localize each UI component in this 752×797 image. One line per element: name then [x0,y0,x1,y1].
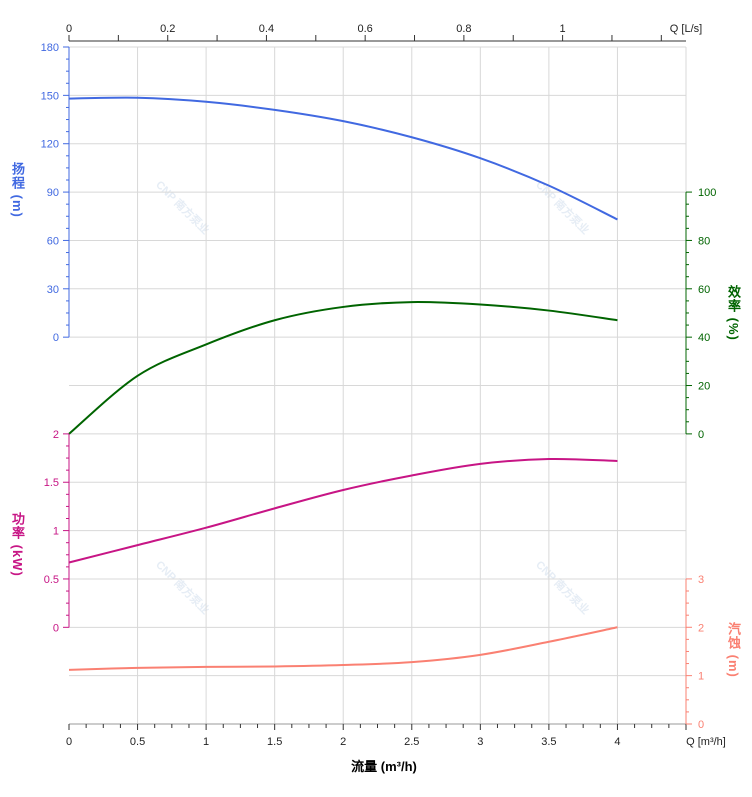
power-axis-title: 功率 (kW) [10,512,25,577]
power-tick-label: 2 [53,429,59,441]
head-tick-label: 30 [47,284,59,296]
power-tick-label: 0.5 [44,574,59,586]
efficiency-tick-label: 40 [698,332,710,344]
efficiency-tick-label: 0 [698,429,704,441]
top-tick-label: 0.4 [259,23,274,35]
x-tick-label: 3 [477,736,483,748]
npsh-tick-label: 1 [698,671,704,683]
efficiency-tick-label: 100 [698,187,716,199]
head-tick-label: 120 [41,139,59,151]
efficiency-tick-label: 20 [698,381,710,393]
efficiency-axis-title: 效率 (%) [726,285,741,341]
top-tick-label: 0.8 [456,23,471,35]
x-tick-label: 4 [614,736,620,748]
head-tick-label: 0 [53,332,59,344]
x-tick-label: 1 [203,736,209,748]
efficiency-curve [68,301,618,435]
x-tick-label: 2.5 [404,736,419,748]
head-tick-label: 90 [47,187,59,199]
x-tick-label: 3.5 [541,736,556,748]
power-curve [68,457,618,564]
head-axis-title: 扬程 (m) [10,162,25,218]
npsh-curve [68,626,618,671]
efficiency-tick-label: 80 [698,235,710,247]
top-unit-label: Q [L/s] [670,23,702,35]
npsh-axis-title: 汽蚀 (m) [726,622,741,678]
x-tick-label: 0.5 [130,736,145,748]
x-tick-label: 2 [340,736,346,748]
npsh-tick-label: 0 [698,719,704,731]
power-tick-label: 1.5 [44,477,59,489]
power-tick-label: 0 [53,622,59,634]
head-tick-label: 180 [41,42,59,54]
top-tick-label: 0 [66,23,72,35]
x-tick-label: 0 [66,736,72,748]
top-tick-label: 0.2 [160,23,175,35]
x-axis-title: 流量 (m³/h) [351,759,417,774]
x-unit-label: Q [m³/h] [686,736,726,748]
watermark: CNP 南方泵业 [153,177,212,236]
npsh-tick-label: 2 [698,622,704,634]
head-tick-label: 150 [41,90,59,102]
npsh-tick-label: 3 [698,574,704,586]
watermark: CNP 南方泵业 [533,557,592,616]
power-tick-label: 1 [53,526,59,538]
watermark: CNP 南方泵业 [153,557,212,616]
top-tick-label: 0.6 [358,23,373,35]
head-tick-label: 60 [47,235,59,247]
efficiency-tick-label: 60 [698,284,710,296]
head-curve [68,96,618,221]
x-tick-label: 1.5 [267,736,282,748]
watermark: CNP 南方泵业 [533,177,592,236]
top-tick-label: 1 [560,23,566,35]
